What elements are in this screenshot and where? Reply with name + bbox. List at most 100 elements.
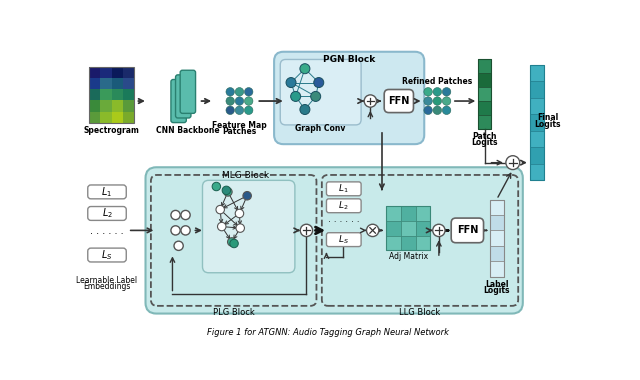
- Bar: [478, 115, 492, 129]
- Bar: [90, 73, 100, 78]
- Circle shape: [223, 188, 232, 196]
- Circle shape: [286, 78, 296, 87]
- FancyBboxPatch shape: [145, 167, 523, 314]
- Text: $L_1$: $L_1$: [102, 185, 113, 199]
- Text: $L_2$: $L_2$: [102, 207, 113, 220]
- Text: Label: Label: [485, 280, 508, 289]
- Bar: [111, 84, 123, 89]
- Bar: [90, 78, 100, 84]
- Bar: [90, 84, 100, 89]
- Bar: [530, 65, 543, 180]
- Bar: [111, 95, 123, 100]
- Circle shape: [171, 226, 180, 235]
- Bar: [478, 87, 492, 101]
- Bar: [415, 236, 431, 250]
- Bar: [100, 111, 111, 117]
- Circle shape: [367, 224, 379, 237]
- Text: Refined Patches: Refined Patches: [402, 76, 472, 86]
- Bar: [90, 67, 100, 73]
- Circle shape: [506, 156, 520, 169]
- Bar: [111, 67, 123, 73]
- Bar: [530, 81, 543, 98]
- Text: Logits: Logits: [472, 138, 498, 147]
- Bar: [401, 206, 415, 221]
- Text: $L_1$: $L_1$: [338, 182, 349, 195]
- Bar: [490, 215, 504, 230]
- Bar: [100, 100, 111, 106]
- Text: Patch: Patch: [472, 132, 497, 141]
- Bar: [123, 78, 134, 84]
- Circle shape: [291, 92, 301, 101]
- Bar: [386, 206, 431, 250]
- Text: · · · · · ·: · · · · · ·: [90, 229, 124, 239]
- FancyBboxPatch shape: [88, 248, 126, 262]
- Bar: [478, 101, 492, 115]
- Circle shape: [174, 241, 183, 250]
- Circle shape: [424, 106, 433, 114]
- Bar: [100, 78, 111, 84]
- FancyBboxPatch shape: [280, 59, 361, 125]
- Bar: [123, 106, 134, 111]
- Bar: [386, 236, 401, 250]
- Circle shape: [433, 87, 442, 96]
- Circle shape: [314, 78, 324, 87]
- Bar: [530, 98, 543, 114]
- Text: Embeddings: Embeddings: [83, 282, 131, 291]
- Text: FFN: FFN: [457, 225, 478, 235]
- Circle shape: [433, 97, 442, 105]
- Circle shape: [424, 97, 433, 105]
- Text: Adj Matrix: Adj Matrix: [388, 252, 428, 261]
- Circle shape: [216, 205, 225, 214]
- Circle shape: [181, 211, 190, 220]
- Text: Figure 1 for ATGNN: Audio Tagging Graph Neural Network: Figure 1 for ATGNN: Audio Tagging Graph …: [207, 328, 449, 337]
- Circle shape: [226, 106, 234, 114]
- Bar: [490, 200, 504, 277]
- Bar: [100, 84, 111, 89]
- Bar: [123, 73, 134, 78]
- FancyBboxPatch shape: [451, 218, 484, 243]
- Bar: [90, 89, 100, 95]
- FancyBboxPatch shape: [88, 185, 126, 199]
- Bar: [123, 117, 134, 123]
- Bar: [111, 111, 123, 117]
- Text: CNN Backbone: CNN Backbone: [156, 126, 220, 135]
- Text: LLG Block: LLG Block: [399, 307, 440, 317]
- Circle shape: [433, 224, 445, 237]
- Bar: [100, 95, 111, 100]
- Circle shape: [218, 222, 226, 231]
- FancyBboxPatch shape: [326, 199, 361, 213]
- Circle shape: [300, 105, 310, 114]
- Text: FFN: FFN: [388, 96, 410, 106]
- Bar: [386, 206, 401, 221]
- Bar: [386, 221, 401, 236]
- Circle shape: [171, 211, 180, 220]
- FancyBboxPatch shape: [171, 79, 186, 123]
- Circle shape: [244, 106, 253, 114]
- Bar: [90, 111, 100, 117]
- Bar: [90, 106, 100, 111]
- Bar: [530, 164, 543, 180]
- Bar: [100, 106, 111, 111]
- Circle shape: [236, 106, 244, 114]
- Bar: [123, 84, 134, 89]
- Bar: [111, 106, 123, 111]
- Text: Learnable Label: Learnable Label: [76, 276, 138, 285]
- Circle shape: [244, 87, 253, 96]
- Circle shape: [244, 97, 253, 105]
- Bar: [100, 89, 111, 95]
- Circle shape: [442, 87, 451, 96]
- Bar: [478, 73, 492, 87]
- Circle shape: [181, 226, 190, 235]
- Text: MLG Block: MLG Block: [222, 171, 269, 180]
- Bar: [111, 89, 123, 95]
- Bar: [90, 117, 100, 123]
- Text: PLG Block: PLG Block: [212, 307, 255, 317]
- FancyBboxPatch shape: [274, 52, 424, 144]
- Bar: [415, 221, 431, 236]
- Circle shape: [226, 97, 234, 105]
- Circle shape: [222, 186, 230, 195]
- Text: Final: Final: [537, 114, 558, 122]
- FancyBboxPatch shape: [175, 75, 191, 118]
- Bar: [123, 67, 134, 73]
- Bar: [490, 246, 504, 261]
